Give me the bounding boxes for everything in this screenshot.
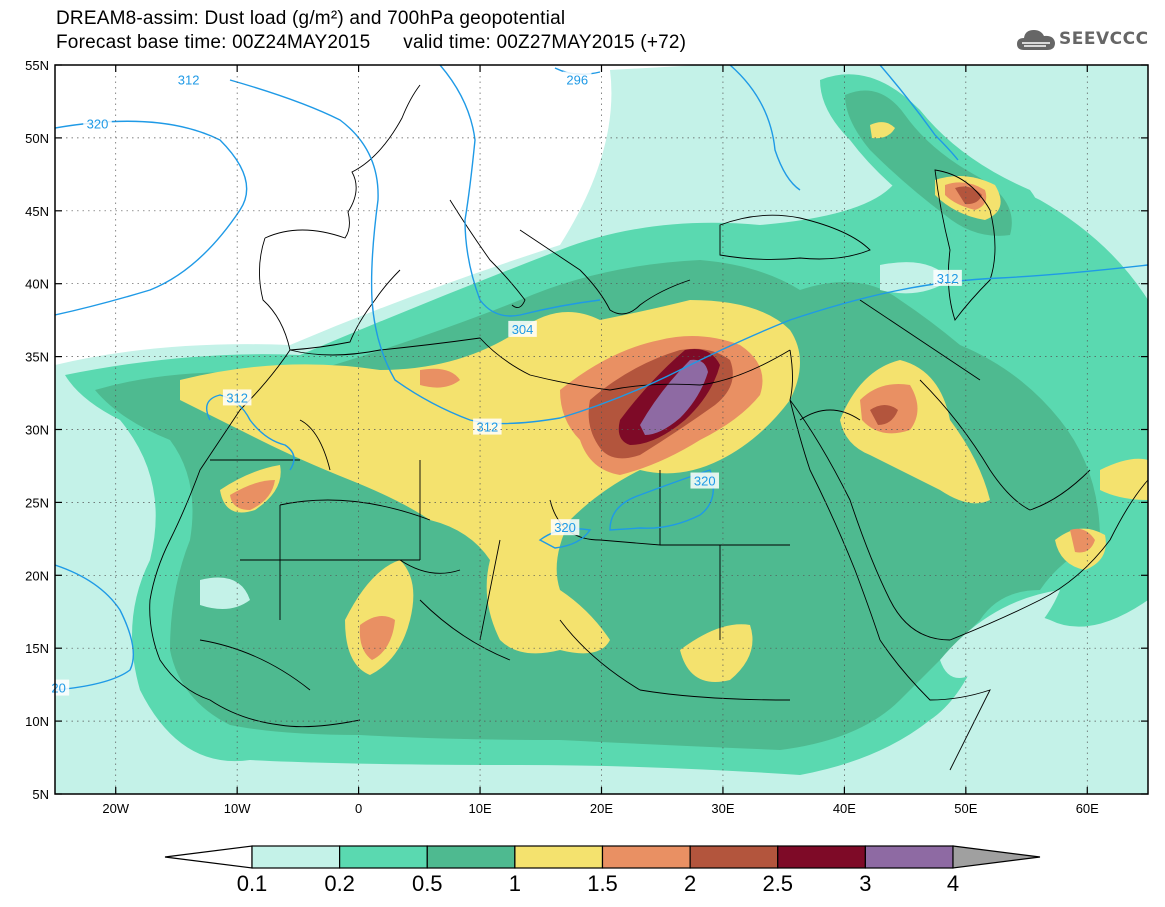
lon-label: 10W [224, 801, 251, 816]
lon-label: 0 [355, 801, 362, 816]
map-title: DREAM8-assim: Dust load (g/m²) and 700hP… [56, 8, 566, 29]
colorbar-min-arrow [164, 845, 253, 869]
lon-label: 30E [711, 801, 734, 816]
colorbar: 0.1 0.2 0.5 1 1.5 2 2.5 3 4 [164, 845, 1041, 896]
logo-text: SEEVCCC [1059, 29, 1149, 49]
contour-label: 312 [476, 420, 498, 435]
contour-label: 320 [694, 474, 716, 489]
colorbar-level-label: 2.5 [762, 871, 793, 896]
lat-label: 30N [25, 423, 49, 438]
colorbar-segment [864, 845, 954, 869]
geopotential-contours [55, 65, 1148, 691]
lat-label: 15N [25, 641, 49, 656]
contour-label: 320 [87, 116, 109, 131]
colorbar-level-label: 1 [509, 871, 521, 896]
lat-label: 45N [25, 204, 49, 219]
lat-label: 55N [25, 58, 49, 73]
lat-label: 40N [25, 277, 49, 292]
colorbar-level-label: 2 [684, 871, 696, 896]
colorbar-segment [777, 845, 866, 869]
colorbar-segment [251, 845, 341, 869]
colorbar-level-label: 1.5 [587, 871, 618, 896]
lat-label: 25N [25, 495, 49, 510]
axis-labels: 20W 10W 0 10E 20E 30E 40E 50E 60E 55N 50N 45N 40N 35N… [25, 58, 1148, 816]
contour-label-bg [48, 679, 70, 696]
lon-label: 60E [1076, 801, 1099, 816]
cloud-icon [1017, 30, 1055, 50]
colorbar-segment [514, 845, 604, 869]
contour-label: 296 [566, 73, 588, 88]
colorbar-max-arrow [952, 845, 1041, 869]
contour-label-bg [83, 115, 112, 132]
contour-label: 312 [937, 271, 959, 286]
contour-label: 320 [554, 520, 576, 535]
lat-label: 20N [25, 568, 49, 583]
colorbar-level-label: 0.1 [237, 871, 268, 896]
lon-label: 50E [954, 801, 977, 816]
contour-label-bg [508, 320, 537, 337]
colorbar-segment [601, 845, 691, 869]
graticule [55, 65, 1148, 794]
contour-label-bg [690, 472, 719, 489]
contour-label: 304 [512, 322, 534, 337]
contour-label-bg [550, 519, 580, 536]
lat-label: 10N [25, 714, 49, 729]
contour-label: 312 [178, 73, 200, 88]
lon-label: 10E [468, 801, 491, 816]
lat-label: 5N [32, 787, 49, 802]
colorbar-segment [689, 845, 779, 869]
colorbar-segment [339, 845, 428, 869]
colorbar-level-label: 4 [947, 871, 959, 896]
colorbar-segment [426, 845, 516, 869]
contour-label-bg [174, 71, 203, 88]
lon-label: 20W [102, 801, 129, 816]
logo: SEEVCCC [1016, 26, 1149, 52]
contour-label-bg [933, 269, 962, 286]
contour-label: 20 [51, 681, 65, 696]
colorbar-level-label: 3 [859, 871, 871, 896]
lat-label: 50N [25, 131, 49, 146]
contour-label-bg [222, 389, 252, 406]
colorbar-level-label: 0.5 [412, 871, 443, 896]
colorbar-level-label: 0.2 [324, 871, 355, 896]
lat-label: 35N [25, 350, 49, 365]
contour-label-bg [562, 71, 592, 88]
map-subtitle: Forecast base time: 00Z24MAY2015 valid t… [56, 32, 687, 53]
lon-label: 20E [590, 801, 613, 816]
contour-label: 312 [226, 390, 248, 405]
lon-label: 40E [833, 801, 856, 816]
contour-labels: 312 296 320 312 304 312 312 320 320 20 [48, 71, 962, 696]
coastlines [149, 84, 1148, 771]
